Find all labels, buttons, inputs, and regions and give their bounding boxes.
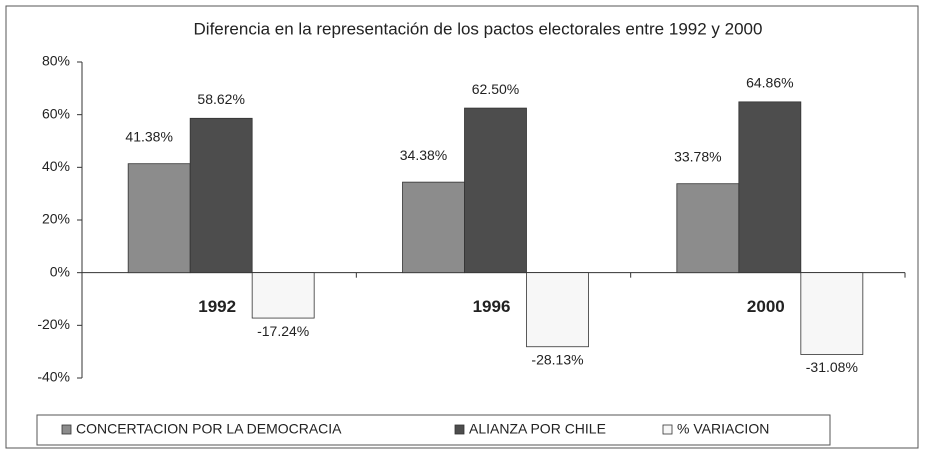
data-label: 34.38% [400,147,447,163]
y-tick-label: -40% [37,369,70,385]
data-label: 62.50% [472,81,519,97]
legend-label: ALIANZA POR CHILE [469,421,606,437]
bar [402,181,465,274]
data-label: 33.78% [674,148,721,164]
x-tick-label: 2000 [747,297,785,316]
bar [127,163,191,274]
data-label: -28.13% [531,351,583,367]
y-tick-label: 60% [42,105,70,121]
bar [251,272,315,319]
legend-swatch [61,424,72,435]
legend-label: % VARIACION [677,421,769,437]
data-label: 41.38% [125,128,172,144]
data-label: -17.24% [257,323,309,339]
bar [800,272,864,355]
y-tick-label: 20% [42,211,70,227]
bar [189,117,253,274]
x-tick-label: 1992 [198,297,236,316]
x-tick-label: 1996 [473,297,511,316]
data-label: -31.08% [806,359,858,375]
y-tick-label: 80% [42,53,70,69]
y-tick-label: -20% [37,316,70,332]
y-tick-label: 40% [42,158,70,174]
legend-swatch [454,424,465,435]
bar [738,101,802,274]
legend-swatch [662,424,673,435]
chart-title: Diferencia en la representación de los p… [194,19,763,38]
bar [526,272,589,348]
bar [676,183,740,274]
y-tick-label: 0% [50,263,70,279]
data-label: 64.86% [746,75,793,91]
legend-box [36,414,831,446]
legend-label: CONCERTACION POR LA DEMOCRACIA [76,421,342,437]
bar [464,107,527,274]
data-label: 58.62% [197,91,244,107]
